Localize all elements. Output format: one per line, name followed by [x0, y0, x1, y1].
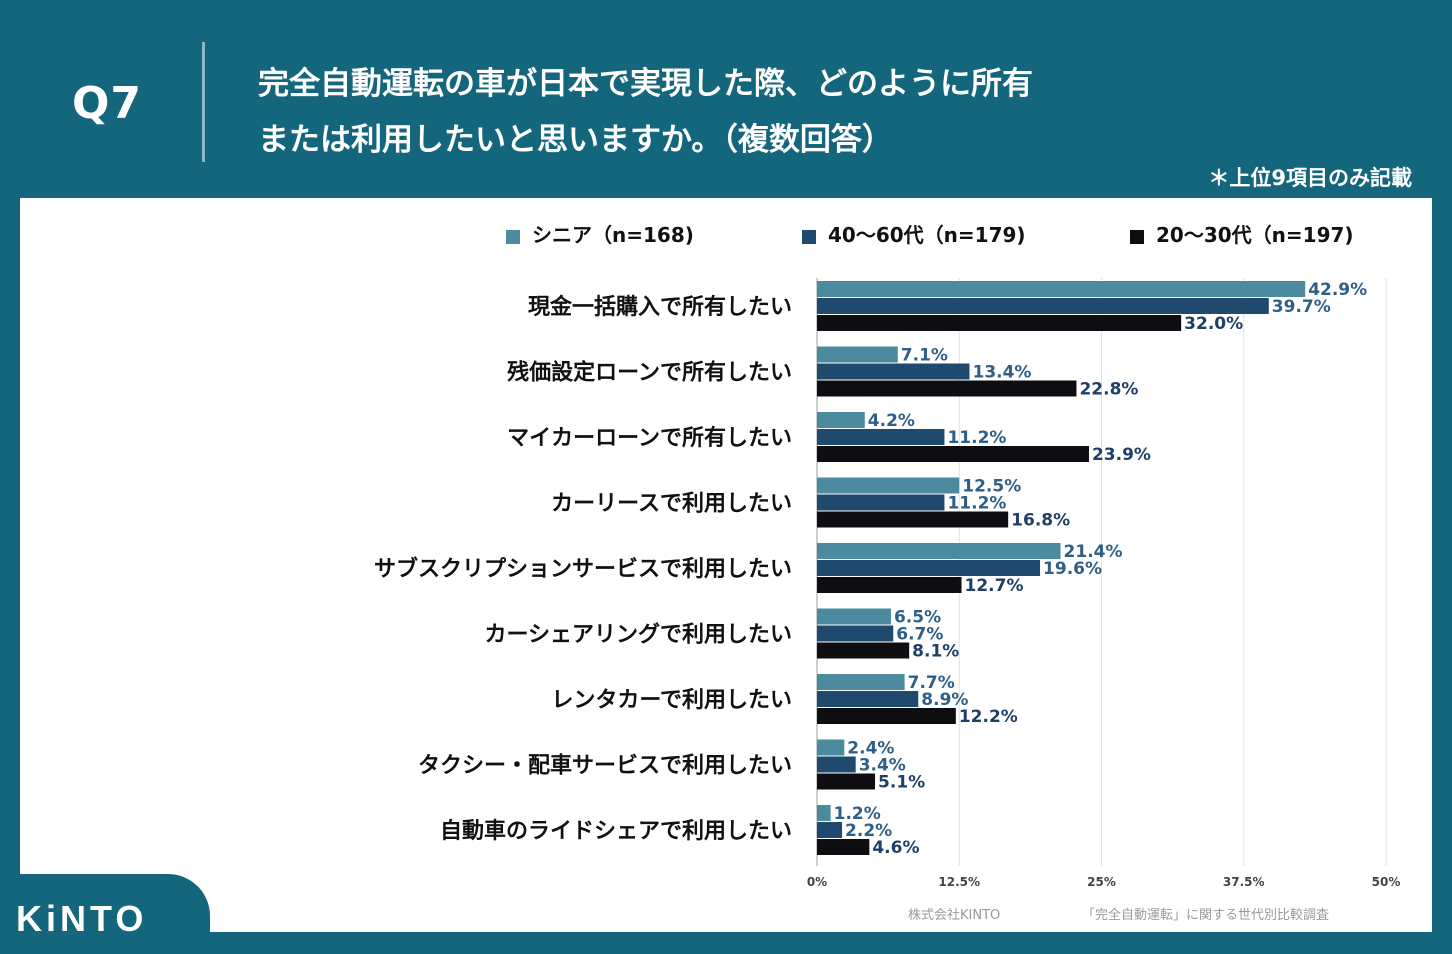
bar-chart: 0% 12.5% 25% 37.5% 50% シニア（n=168) 40～60代（n=179…: [374, 223, 1401, 889]
data-label: 19.6%: [1043, 559, 1102, 579]
category-label: カーリースで利用したい: [551, 492, 792, 517]
data-label: 4.6%: [872, 838, 919, 858]
data-label: 16.8%: [1011, 511, 1070, 531]
question-title-line-1: 完全自動運転の車が日本で実現した際、どのように所有: [258, 66, 1033, 102]
bar: [817, 315, 1182, 331]
data-label: 7.1%: [901, 346, 948, 366]
chart-panel: 0% 12.5% 25% 37.5% 50% シニア（n=168) 40～60代（n=179…: [20, 198, 1432, 932]
data-label: 11.2%: [947, 428, 1006, 448]
question-title-line-2: または利用したいと思いますか。（複数回答）: [258, 122, 893, 158]
category-label: レンタカーで利用したい: [551, 688, 792, 713]
bar: [817, 674, 905, 690]
data-label: 2.2%: [845, 821, 892, 841]
category-label: 自動車のライドシェアで利用したい: [440, 818, 792, 844]
data-label: 13.4%: [972, 363, 1031, 383]
bar: [817, 608, 891, 625]
bar: [817, 708, 956, 724]
bar: [817, 446, 1089, 462]
bar: [817, 691, 919, 707]
data-label: 12.2%: [959, 707, 1018, 727]
question-number: Q7: [72, 78, 143, 129]
x-tick-label: 37.5%: [1223, 875, 1265, 889]
legend-label: 40～60代（n=179): [828, 223, 1026, 247]
bar: [817, 412, 865, 428]
bar: [817, 822, 843, 838]
category-label: 残価設定ローンで所有したい: [507, 360, 792, 386]
category-label: 現金一括購入で所有したい: [528, 294, 792, 320]
top-items-note: ＊上位9項目のみ記載: [1208, 166, 1412, 190]
data-label: 12.7%: [965, 576, 1024, 596]
bar: [817, 511, 1009, 528]
bar: [817, 281, 1306, 297]
data-label: 5.1%: [878, 773, 925, 793]
company-credit: 株式会社KINTO: [908, 908, 1001, 923]
bar: [817, 494, 945, 511]
data-label: 32.0%: [1184, 314, 1243, 334]
kinto-logo: KiNTO: [16, 898, 148, 939]
bar: [817, 739, 845, 756]
bar: [817, 543, 1061, 559]
data-label: 39.7%: [1272, 297, 1331, 317]
data-label: 12.5%: [962, 477, 1021, 497]
legend-swatch: [506, 230, 520, 244]
header-divider: [202, 42, 205, 162]
x-tick-label: 25%: [1087, 875, 1116, 889]
bar: [817, 805, 831, 821]
bar: [817, 839, 870, 855]
bar: [817, 477, 960, 494]
x-tick-label: 12.5%: [938, 875, 980, 889]
data-label: 8.1%: [912, 642, 959, 662]
category-label: カーシェアリングで利用したい: [484, 622, 792, 648]
bar: [817, 429, 945, 445]
data-label: 7.7%: [908, 673, 955, 693]
x-tick-label: 0%: [807, 875, 827, 889]
legend-label: シニア（n=168): [532, 223, 694, 247]
legend-label: 20～30代（n=197): [1156, 223, 1354, 247]
data-label: 1.2%: [834, 804, 881, 824]
data-label: 6.5%: [894, 608, 941, 628]
data-label: 2.4%: [847, 739, 894, 759]
category-label: タクシー・配車サービスで利用したい: [418, 754, 792, 779]
bar: [817, 560, 1041, 576]
data-label: 8.9%: [921, 690, 968, 710]
x-tick-label: 50%: [1372, 875, 1401, 889]
data-label: 11.2%: [947, 494, 1006, 514]
bar: [817, 642, 910, 659]
data-label: 4.2%: [868, 411, 915, 431]
data-label: 42.9%: [1308, 280, 1367, 300]
data-label: 3.4%: [859, 756, 906, 776]
data-label: 21.4%: [1064, 542, 1123, 562]
data-label: 23.9%: [1092, 445, 1151, 465]
data-label: 22.8%: [1079, 380, 1138, 400]
bar: [817, 577, 962, 593]
bar: [817, 773, 876, 790]
bar: [817, 380, 1077, 397]
category-label: サブスクリプションサービスで利用したい: [374, 556, 792, 582]
bar: [817, 298, 1269, 314]
bar: [817, 756, 856, 773]
bar: [817, 346, 898, 363]
logo-tab: [0, 874, 210, 954]
category-label: マイカーローンで所有したい: [507, 425, 792, 451]
legend-swatch: [802, 230, 816, 244]
data-label: 6.7%: [896, 625, 943, 645]
bar: [817, 363, 970, 380]
survey-credit: 「完全自動運転」に関する世代別比較調査: [1082, 908, 1330, 923]
bar: [817, 625, 894, 642]
legend-swatch: [1130, 230, 1144, 244]
